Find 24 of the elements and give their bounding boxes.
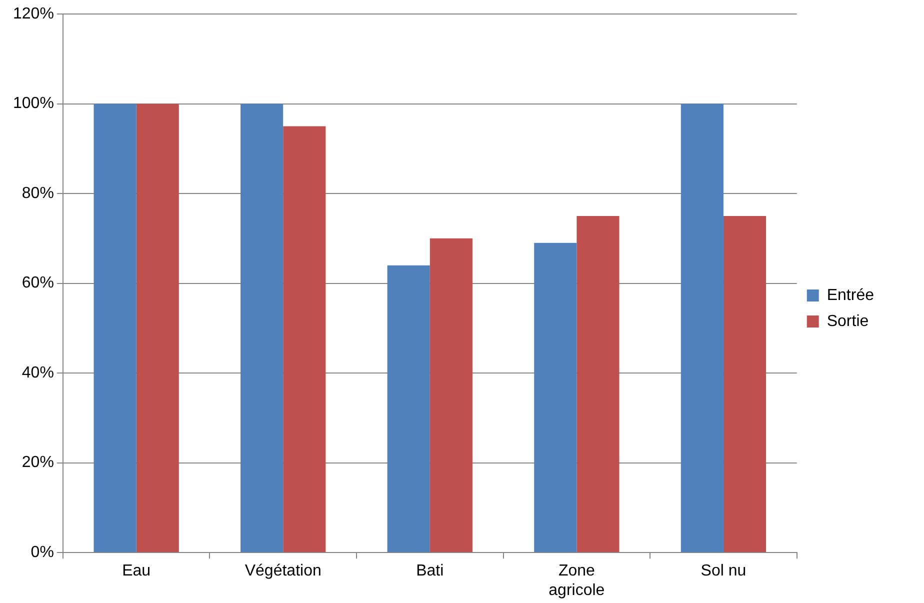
y-tick-label: 60% [22, 274, 54, 292]
legend-label: Entrée [826, 286, 874, 304]
bar [430, 238, 472, 552]
x-tick-label: Zone agricole [548, 562, 605, 599]
y-tick-label: 0% [30, 544, 54, 562]
y-tick-label: 20% [22, 454, 54, 472]
legend-label: Sortie [826, 312, 869, 330]
x-tick-label: Bati [416, 562, 444, 580]
bar [240, 104, 284, 552]
bar [680, 104, 724, 552]
bar [576, 216, 620, 552]
y-tick-label: 120% [13, 5, 54, 22]
bar [534, 242, 577, 552]
bar [94, 104, 136, 552]
bar [136, 104, 179, 552]
y-tick-label: 80% [22, 184, 54, 202]
y-tick-label: 100% [13, 95, 54, 112]
x-tick-label: Eau [122, 562, 151, 580]
bar [283, 126, 326, 552]
x-tick-label: Sol nu [700, 562, 746, 580]
bar [723, 216, 766, 552]
x-tick-label: Végétation [244, 562, 322, 580]
bar [387, 265, 430, 552]
y-tick-label: 40% [22, 364, 54, 382]
